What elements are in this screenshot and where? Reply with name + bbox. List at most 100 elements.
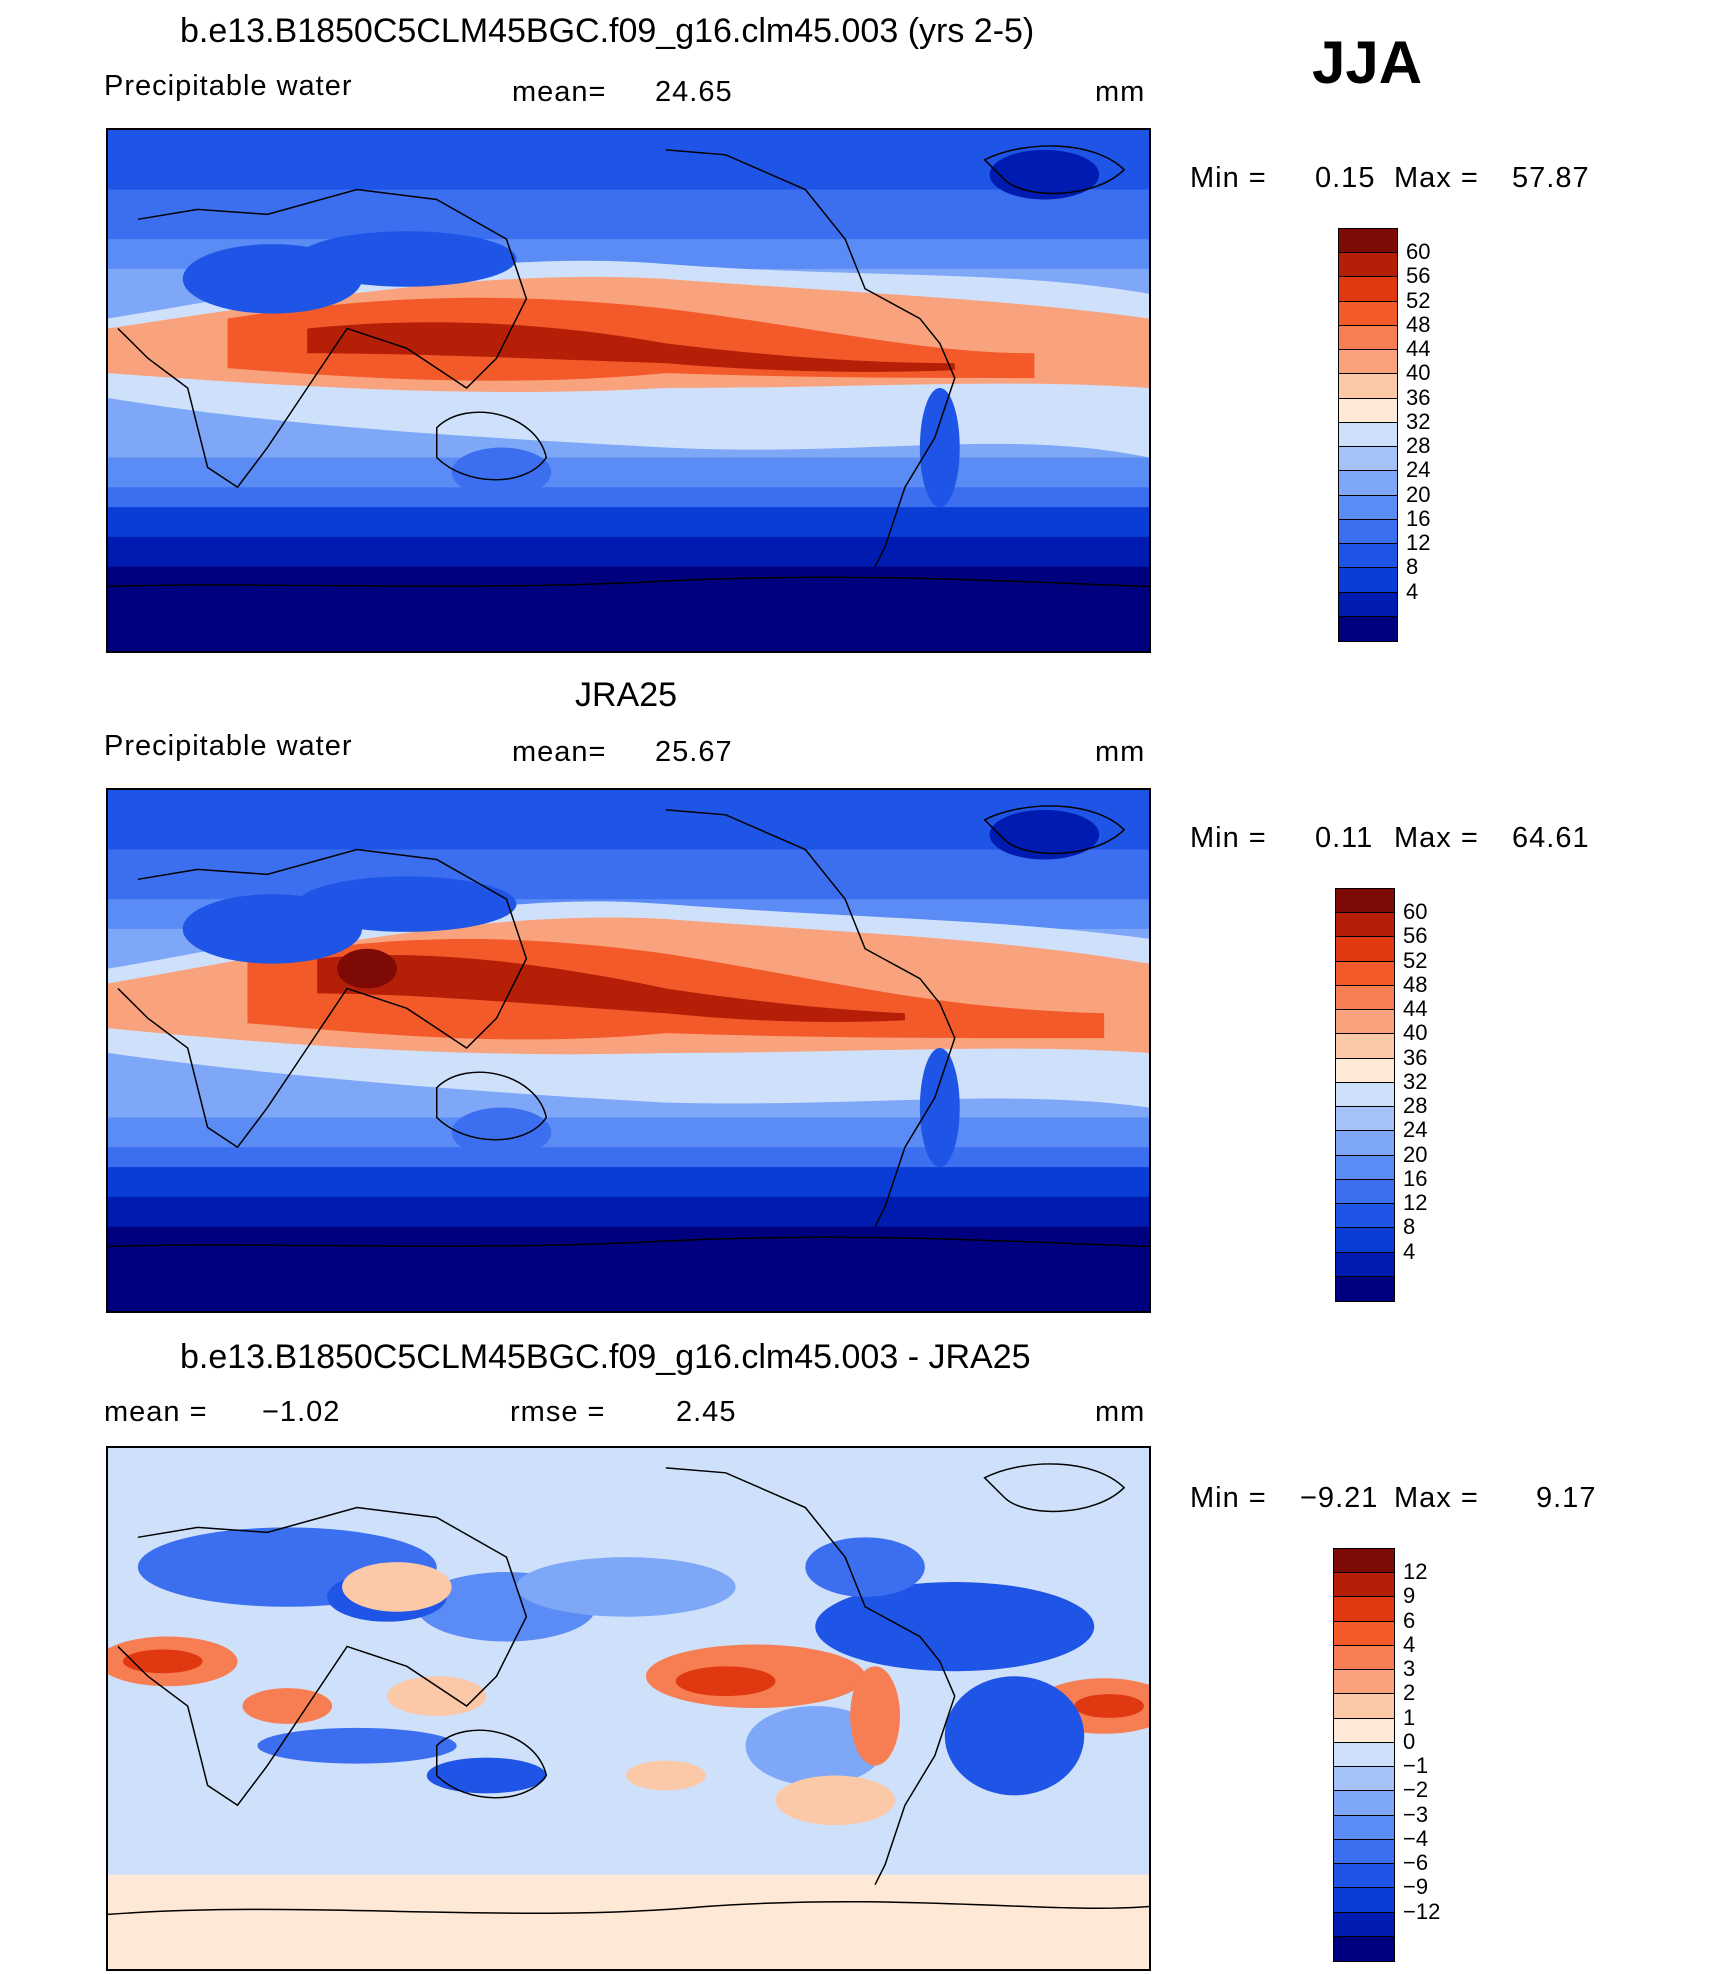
panel1-mean-label: mean= — [512, 76, 607, 108]
colorbar-tick-label: 52 — [1403, 947, 1428, 973]
colorbar-tick-label: 32 — [1403, 1068, 1428, 1094]
colorbar-swatch — [1336, 889, 1394, 914]
colorbar-swatch — [1334, 1767, 1394, 1792]
colorbar-swatch — [1336, 1228, 1394, 1253]
panel1-min-label: Min = — [1190, 162, 1267, 194]
panel2-min-value: 0.11 — [1315, 822, 1374, 854]
colorbar-swatch — [1339, 398, 1397, 423]
colorbar-tick-label: 16 — [1403, 1165, 1428, 1191]
panel3-max-label: Max = — [1394, 1482, 1479, 1514]
colorbar-tick-label: 24 — [1403, 1117, 1428, 1143]
colorbar-tick-label: 4 — [1406, 578, 1419, 604]
colorbar-tick-label: 20 — [1403, 1141, 1428, 1167]
colorbar-tick-label: 40 — [1403, 1020, 1428, 1046]
colorbar-tick-label: 60 — [1403, 899, 1428, 925]
colorbar-tick-label: 52 — [1406, 287, 1431, 313]
colorbar-swatch — [1334, 1888, 1394, 1913]
colorbar-tick-label: 56 — [1403, 923, 1428, 949]
panel1-mean-value: 24.65 — [655, 76, 733, 108]
panel3-max-value: 9.17 — [1536, 1482, 1597, 1514]
colorbar-tick-label: 60 — [1406, 239, 1431, 265]
colorbar-tick-label: 9 — [1403, 1583, 1416, 1609]
colorbar-swatch — [1334, 1645, 1394, 1671]
colorbar-swatch — [1339, 447, 1397, 472]
colorbar-swatch — [1336, 1131, 1394, 1156]
colorbar-swatch — [1339, 277, 1397, 302]
colorbar-tick-label: 12 — [1403, 1559, 1428, 1585]
colorbar-swatch — [1334, 1549, 1394, 1574]
panel1-max-value: 57.87 — [1512, 162, 1590, 194]
panel1-min-value: 0.15 — [1315, 162, 1376, 194]
colorbar-swatch — [1334, 1694, 1394, 1719]
colorbar-tick-label: 0 — [1403, 1728, 1416, 1754]
season-label: JJA — [1312, 29, 1423, 96]
colorbar-tick-label: −6 — [1403, 1850, 1429, 1876]
colorbar-swatch — [1336, 1058, 1394, 1083]
colorbar-swatch — [1334, 1839, 1394, 1865]
panel3-mean-value: −1.02 — [262, 1396, 341, 1428]
colorbar-tick-label: 28 — [1406, 433, 1431, 459]
panel3-map-canvas — [108, 1448, 1149, 1969]
colorbar-tick-label: 6 — [1403, 1607, 1416, 1633]
colorbar-swatch — [1339, 544, 1397, 569]
colorbar-tick-label: −2 — [1403, 1777, 1429, 1803]
colorbar-swatch — [1339, 350, 1397, 375]
colorbar-swatch — [1336, 1204, 1394, 1229]
colorbar-swatch — [1339, 253, 1397, 278]
panel3-colorbar — [1333, 1548, 1395, 1962]
colorbar-tick-label: 3 — [1403, 1656, 1416, 1682]
colorbar-swatch — [1336, 1034, 1394, 1059]
colorbar-swatch — [1336, 961, 1394, 986]
colorbar-tick-label: −1 — [1403, 1753, 1429, 1779]
panel2-title: JRA25 — [575, 676, 678, 714]
colorbar-tick-label: 44 — [1406, 336, 1431, 362]
colorbar-tick-label: 8 — [1403, 1214, 1416, 1240]
colorbar-swatch — [1339, 422, 1397, 448]
colorbar-swatch — [1336, 1082, 1394, 1108]
colorbar-swatch — [1334, 1573, 1394, 1598]
colorbar-swatch — [1339, 374, 1397, 399]
colorbar-swatch — [1339, 616, 1397, 641]
colorbar-tick-label: 4 — [1403, 1631, 1416, 1657]
colorbar-swatch — [1339, 495, 1397, 520]
colorbar-tick-label: −12 — [1403, 1898, 1441, 1924]
colorbar-tick-label: 16 — [1406, 505, 1431, 531]
colorbar-swatch — [1339, 568, 1397, 593]
panel2-mean-label: mean= — [512, 736, 607, 768]
panel1-map-canvas — [108, 130, 1149, 651]
colorbar-tick-label: 20 — [1406, 481, 1431, 507]
colorbar-tick-label: 28 — [1403, 1093, 1428, 1119]
colorbar-tick-label: 44 — [1403, 996, 1428, 1022]
panel2-max-label: Max = — [1394, 822, 1479, 854]
panel3-map — [106, 1446, 1151, 1971]
panel3-units: mm — [1095, 1396, 1146, 1428]
colorbar-swatch — [1334, 1718, 1394, 1743]
colorbar-swatch — [1334, 1621, 1394, 1646]
panel3-min-value: −9.21 — [1300, 1482, 1379, 1514]
colorbar-tick-label: −4 — [1403, 1825, 1429, 1851]
colorbar-tick-label: 32 — [1406, 408, 1431, 434]
panel2-map-canvas — [108, 790, 1149, 1311]
colorbar-swatch — [1336, 1155, 1394, 1180]
panel3-min-label: Min = — [1190, 1482, 1267, 1514]
colorbar-tick-label: 12 — [1403, 1190, 1428, 1216]
colorbar-tick-label: 48 — [1406, 311, 1431, 337]
colorbar-tick-label: 2 — [1403, 1680, 1416, 1706]
colorbar-tick-label: 56 — [1406, 263, 1431, 289]
panel1-map — [106, 128, 1151, 653]
colorbar-tick-label: 36 — [1403, 1044, 1428, 1070]
panel1-title: b.e13.B1850C5CLM45BGC.f09_g16.clm45.003 … — [180, 12, 1035, 50]
panel3-title: b.e13.B1850C5CLM45BGC.f09_g16.clm45.003 … — [180, 1338, 1031, 1376]
colorbar-swatch — [1336, 1179, 1394, 1205]
colorbar-swatch — [1334, 1815, 1394, 1840]
panel2-mean-value: 25.67 — [655, 736, 733, 768]
panel1-units: mm — [1095, 76, 1146, 108]
panel2-max-value: 64.61 — [1512, 822, 1590, 854]
colorbar-tick-label: 12 — [1406, 530, 1431, 556]
colorbar-tick-label: 1 — [1403, 1704, 1416, 1730]
panel2-units: mm — [1095, 736, 1146, 768]
colorbar-swatch — [1339, 519, 1397, 545]
colorbar-swatch — [1339, 592, 1397, 617]
colorbar-swatch — [1334, 1742, 1394, 1768]
colorbar-swatch — [1334, 1670, 1394, 1695]
